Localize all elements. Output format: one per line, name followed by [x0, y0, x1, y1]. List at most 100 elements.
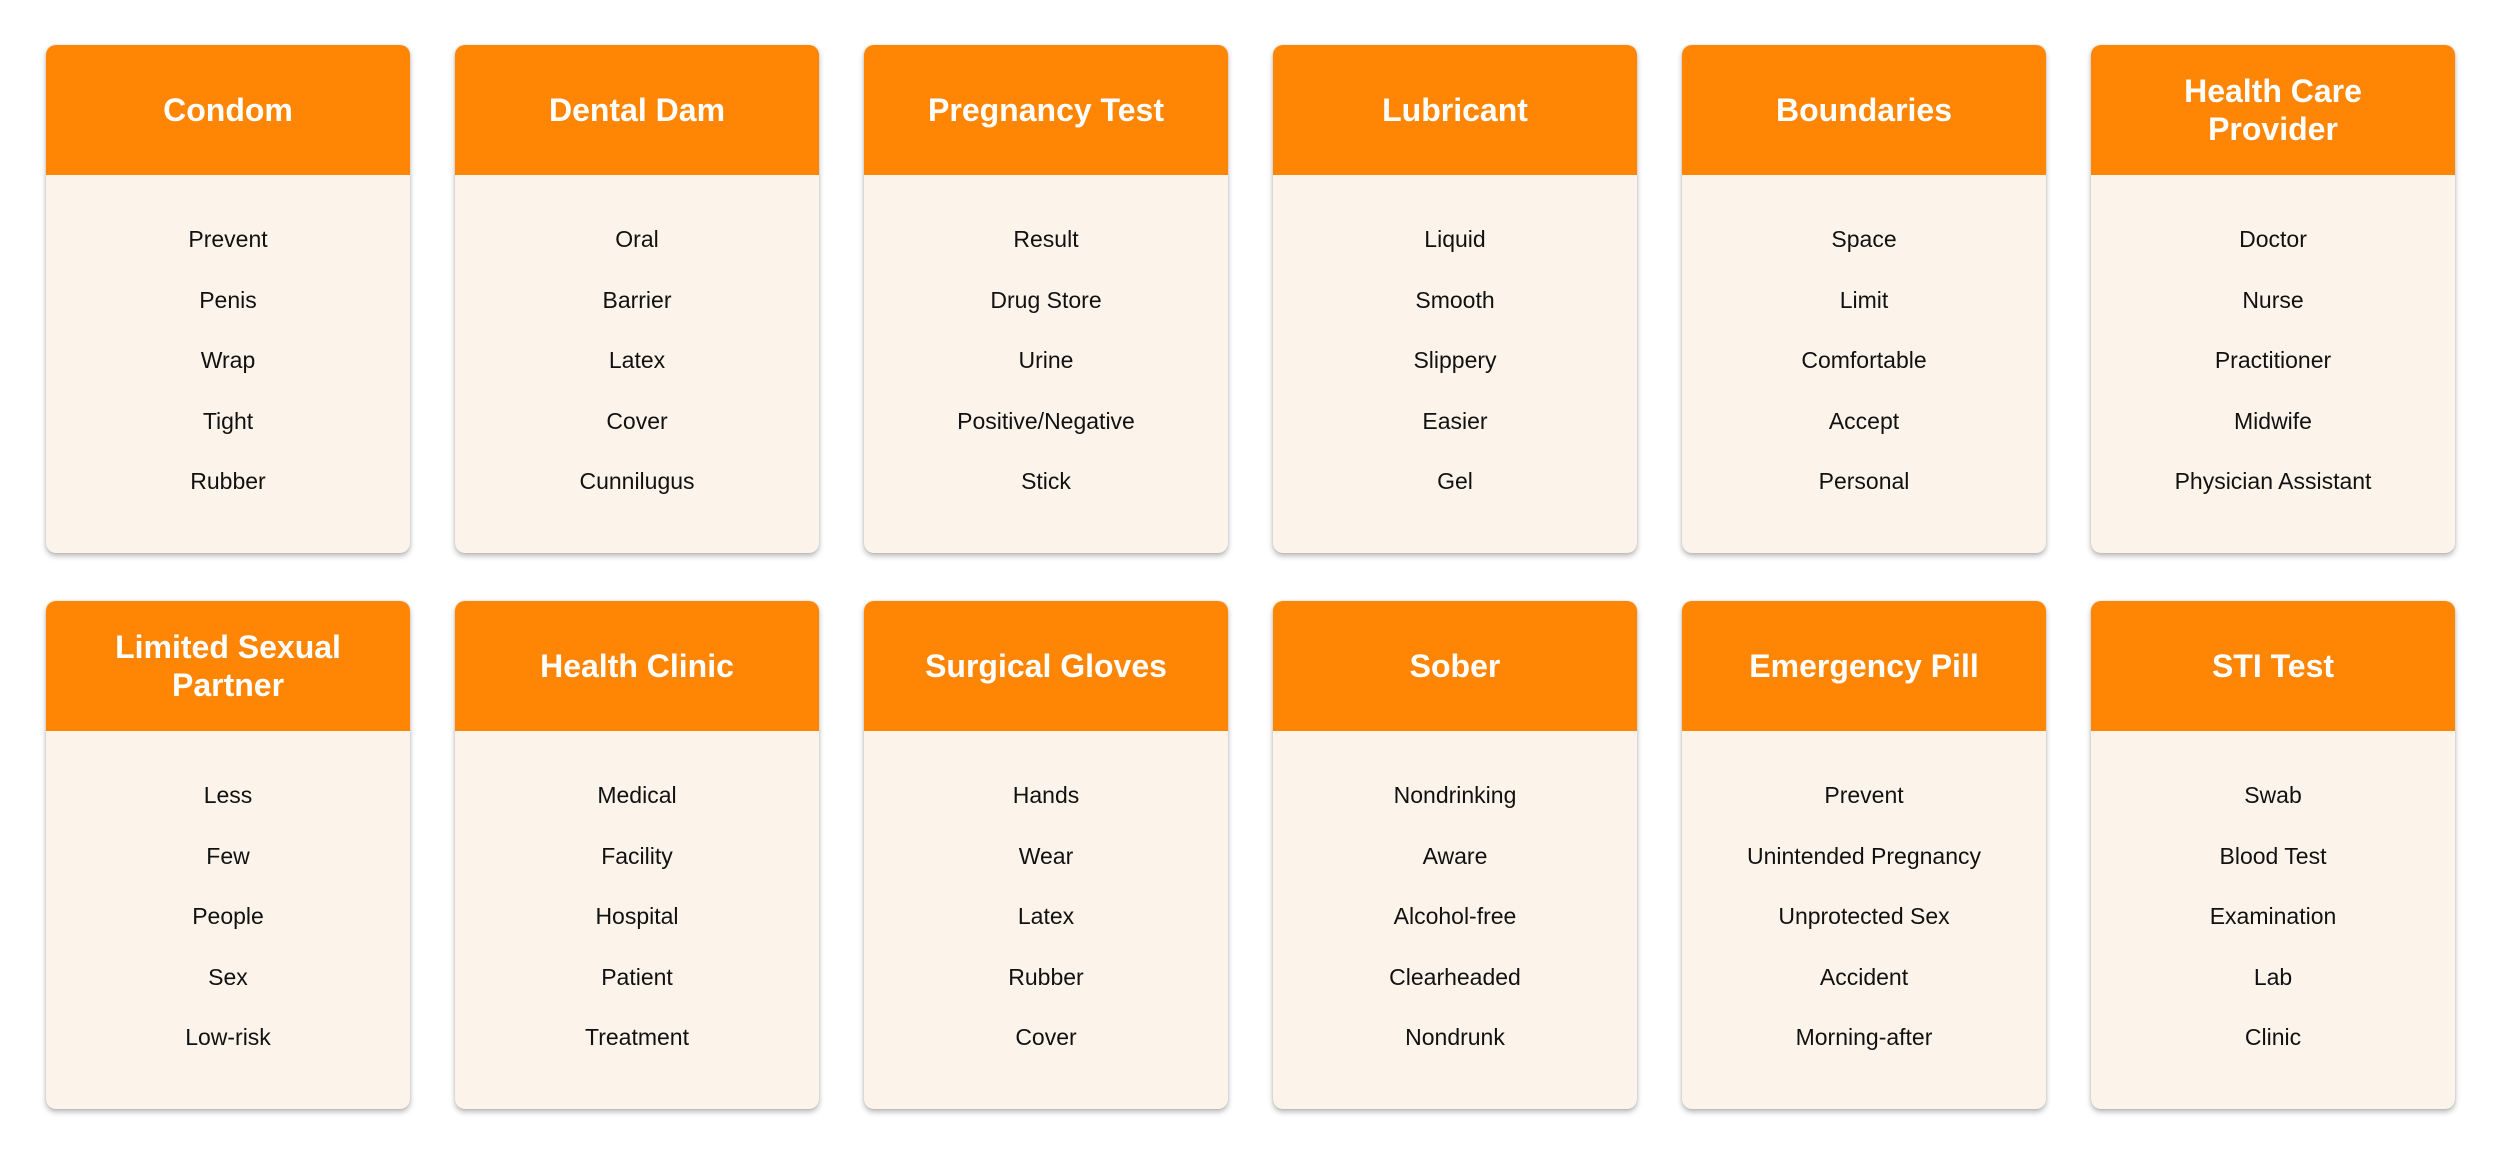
word-card[interactable]: Health Clinic Medical Facility Hospital Pati…	[455, 601, 819, 1109]
card-title: Lubricant	[1382, 92, 1528, 128]
card-word: Hands	[1012, 782, 1080, 808]
card-word: Sex	[208, 963, 248, 990]
card-word: Rubber	[190, 468, 266, 494]
card-word: Doctor	[2239, 226, 2307, 252]
card-word-list: Oral Barrier Latex Cover Cunnilugus	[455, 175, 819, 529]
card-word: Alcohol-free	[1393, 903, 1517, 929]
card-header: Dental Dam	[455, 45, 819, 175]
card-word: Prevent	[188, 226, 268, 252]
card-header: Emergency Pill	[1682, 601, 2046, 731]
word-card[interactable]: Limited Sexual Partner Less Few People Sex Lo…	[46, 601, 410, 1109]
card-header: Health Clinic	[455, 601, 819, 731]
card-word: Prevent	[1824, 782, 1904, 808]
card-word: Personal	[1818, 468, 1910, 494]
card-word: Urine	[1018, 347, 1074, 373]
word-card[interactable]: Dental Dam Oral Barrier Latex Cover Cunnilugu…	[455, 45, 819, 553]
card-word: Easier	[1422, 407, 1488, 434]
card-header: Lubricant	[1273, 45, 1637, 175]
card-word: Midwife	[2234, 407, 2312, 434]
word-card[interactable]: Health Care Provider Doctor Nurse Practitio…	[2091, 45, 2455, 553]
card-word: Less	[203, 782, 253, 808]
card-word: Low-risk	[185, 1024, 271, 1050]
card-word: Lab	[2253, 963, 2293, 990]
card-word: Swab	[2244, 782, 2302, 808]
card-word: Tight	[202, 407, 254, 434]
card-word: Few	[206, 842, 250, 869]
card-header: Boundaries	[1682, 45, 2046, 175]
card-title: Surgical Gloves	[925, 648, 1167, 684]
word-card[interactable]: Lubricant Liquid Smooth Slippery Easier Gel	[1273, 45, 1637, 553]
card-word-list: Nondrinking Aware Alcohol-free Clearheaded N…	[1273, 731, 1637, 1085]
card-word: Gel	[1437, 468, 1473, 494]
card-title: Limited Sexual Partner	[115, 629, 341, 703]
card-word: Comfortable	[1801, 347, 1927, 373]
card-word: Drug Store	[990, 286, 1102, 313]
card-word: Clearheaded	[1389, 963, 1521, 990]
card-word: Space	[1831, 226, 1897, 252]
card-word: Stick	[1021, 468, 1071, 494]
card-word-list: Prevent Unintended Pregnancy Unprotected S…	[1682, 731, 2046, 1085]
card-word: Cunnilugus	[579, 468, 695, 494]
card-word: Blood Test	[2219, 842, 2327, 869]
card-word-list: Result Drug Store Urine Positive/Negative St…	[864, 175, 1228, 529]
card-word: Limit	[1839, 286, 1889, 313]
card-word: Slippery	[1413, 347, 1497, 373]
word-card[interactable]: STI Test Swab Blood Test Examination Lab Clin…	[2091, 601, 2455, 1109]
card-word: Clinic	[2244, 1024, 2302, 1050]
word-card[interactable]: Boundaries Space Limit Comfortable Accept Per…	[1682, 45, 2046, 553]
word-card[interactable]: Condom Prevent Penis Wrap Tight Rubber	[46, 45, 410, 553]
card-word: Nondrunk	[1405, 1024, 1505, 1050]
card-header: Health Care Provider	[2091, 45, 2455, 175]
card-word: Nondrinking	[1393, 782, 1517, 808]
card-word: Treatment	[585, 1024, 689, 1050]
card-word-list: Medical Facility Hospital Patient Treatment	[455, 731, 819, 1085]
card-title: Health Care Provider	[2184, 73, 2362, 147]
card-word: Rubber	[1008, 963, 1084, 990]
card-word: People	[192, 903, 264, 929]
card-word: Latex	[1017, 903, 1075, 929]
card-word-list: Liquid Smooth Slippery Easier Gel	[1273, 175, 1637, 529]
card-header: Condom	[46, 45, 410, 175]
card-title: Sober	[1409, 648, 1501, 684]
card-header: Pregnancy Test	[864, 45, 1228, 175]
card-header: Sober	[1273, 601, 1637, 731]
card-word: Wrap	[200, 347, 256, 373]
card-word-list: Hands Wear Latex Rubber Cover	[864, 731, 1228, 1085]
card-word: Medical	[597, 782, 677, 808]
card-word: Facility	[601, 842, 673, 869]
card-word: Accident	[1819, 963, 1909, 990]
card-title: Boundaries	[1775, 92, 1953, 128]
card-word: Unprotected Sex	[1778, 903, 1950, 929]
card-word: Oral	[615, 226, 659, 252]
card-word-list: Prevent Penis Wrap Tight Rubber	[46, 175, 410, 529]
card-grid: Condom Prevent Penis Wrap Tight Rubber Dental …	[46, 45, 2455, 1109]
card-word: Morning-after	[1795, 1024, 1933, 1050]
card-word: Physician Assistant	[2174, 468, 2372, 494]
card-word: Smooth	[1415, 286, 1495, 313]
word-card[interactable]: Pregnancy Test Result Drug Store Urine Posit…	[864, 45, 1228, 553]
card-word: Nurse	[2242, 286, 2304, 313]
card-word: Penis	[199, 286, 257, 313]
card-header: Limited Sexual Partner	[46, 601, 410, 731]
word-card[interactable]: Sober Nondrinking Aware Alcohol-free Clearhe…	[1273, 601, 1637, 1109]
card-word: Result	[1013, 226, 1079, 252]
card-title: Pregnancy Test	[928, 92, 1164, 128]
card-title: Dental Dam	[548, 92, 726, 128]
card-word: Practitioner	[2214, 347, 2332, 373]
card-title: Health Clinic	[540, 648, 734, 684]
card-word: Patient	[601, 963, 673, 990]
word-card[interactable]: Emergency Pill Prevent Unintended Pregnanc…	[1682, 601, 2046, 1109]
card-word: Aware	[1422, 842, 1488, 869]
card-word: Examination	[2209, 903, 2337, 929]
card-word: Barrier	[602, 286, 672, 313]
card-word: Latex	[608, 347, 666, 373]
card-word-list: Swab Blood Test Examination Lab Clinic	[2091, 731, 2455, 1085]
card-word: Cover	[1015, 1024, 1077, 1050]
card-header: STI Test	[2091, 601, 2455, 731]
card-title: Emergency Pill	[1749, 648, 1979, 684]
word-card[interactable]: Surgical Gloves Hands Wear Latex Rubber Cover	[864, 601, 1228, 1109]
card-word: Unintended Pregnancy	[1747, 842, 1981, 869]
card-word-list: Space Limit Comfortable Accept Personal	[1682, 175, 2046, 529]
card-title: Condom	[163, 92, 293, 128]
card-word: Positive/Negative	[957, 407, 1135, 434]
